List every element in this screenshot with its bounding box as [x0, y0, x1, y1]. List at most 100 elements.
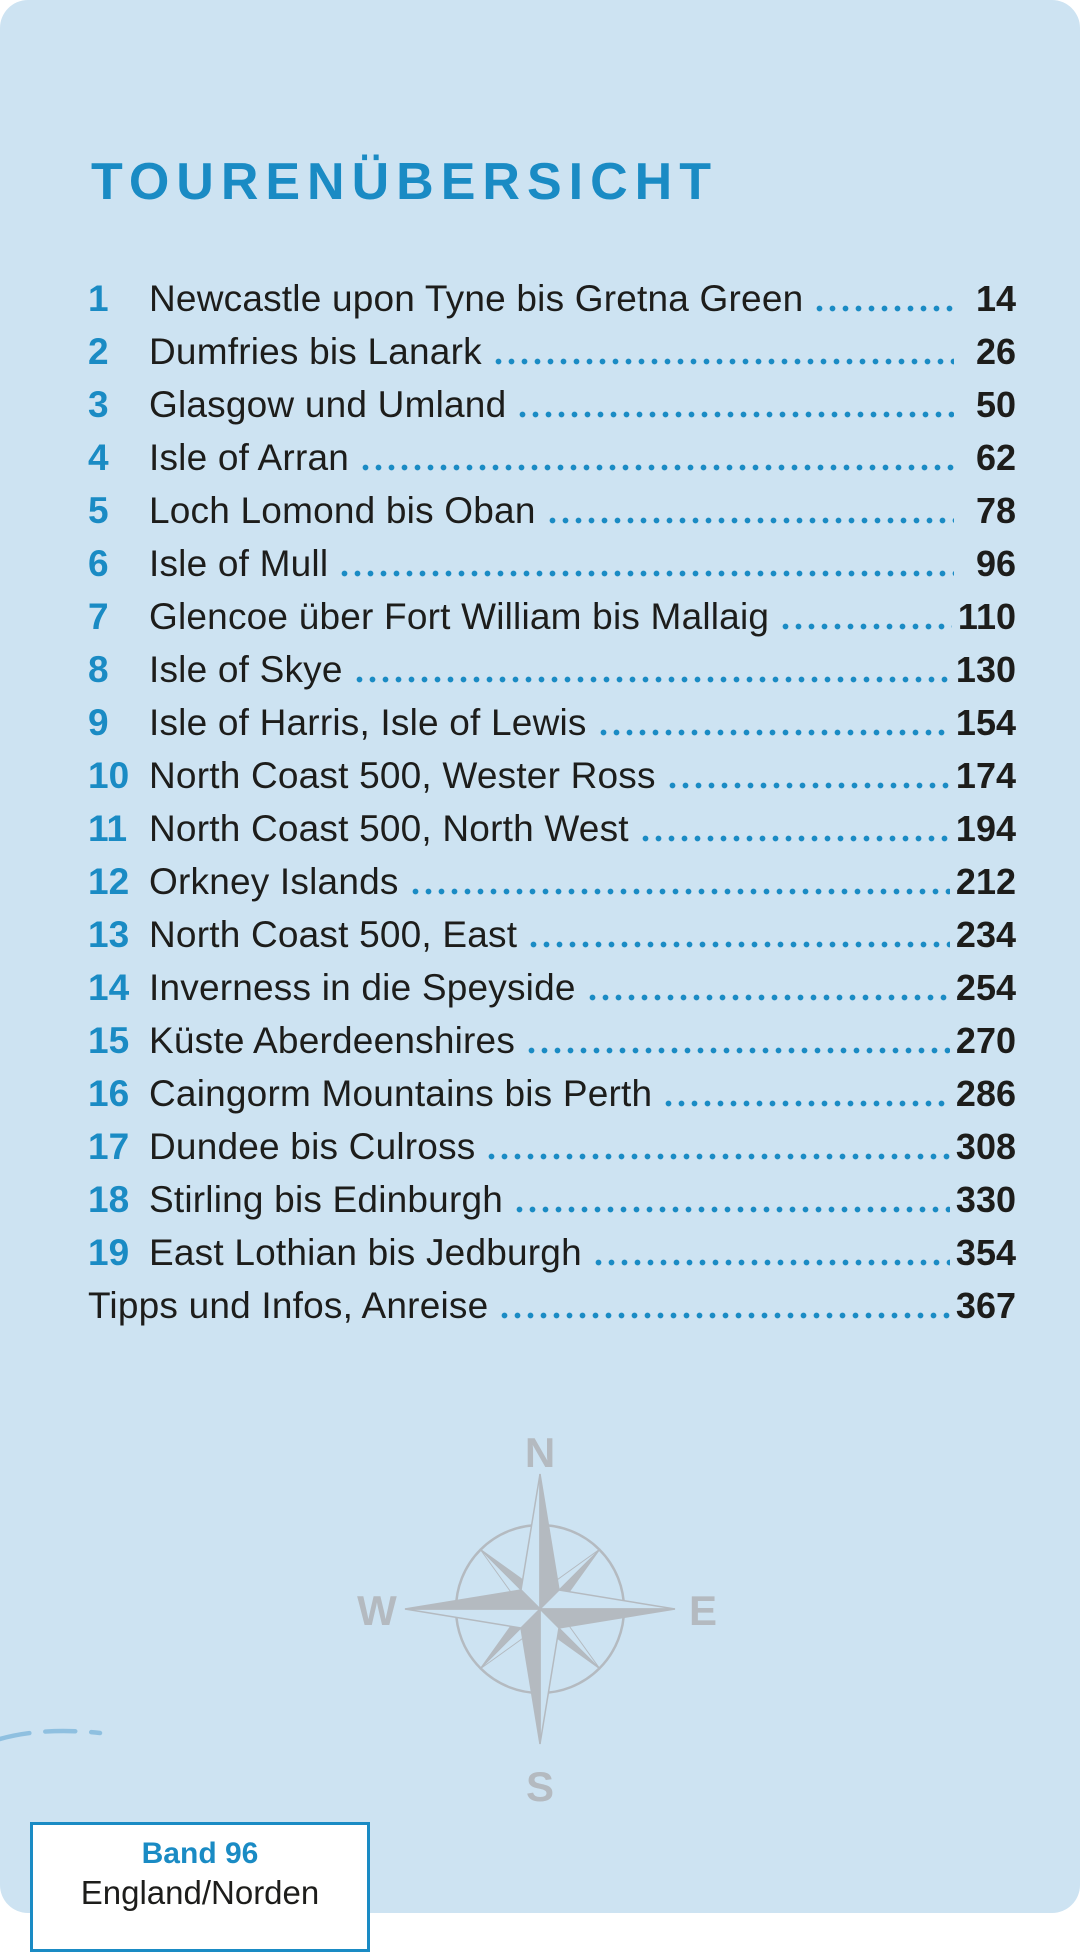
tour-title: Glasgow und Umland	[149, 378, 506, 431]
toc-list: 1 Newcastle upon Tyne bis Gretna Green 1…	[88, 272, 1016, 1332]
tour-number: 17	[88, 1120, 149, 1173]
dot-leader	[492, 325, 954, 378]
tour-number: 1	[88, 272, 149, 325]
dot-leader	[338, 537, 954, 590]
page-number: 330	[956, 1173, 1016, 1226]
dot-leader	[525, 1014, 950, 1067]
tour-number: 2	[88, 325, 149, 378]
page-number: 234	[956, 908, 1016, 961]
tour-number: 12	[88, 855, 149, 908]
tour-title: Isle of Mull	[149, 537, 328, 590]
toc-row: 13 North Coast 500, East 234	[88, 908, 1016, 961]
toc-row: Tipps und Infos, Anreise 367	[88, 1279, 1016, 1332]
page-number: 286	[956, 1067, 1016, 1120]
dot-leader	[546, 484, 954, 537]
page-number: 212	[956, 855, 1016, 908]
tour-title: Stirling bis Edinburgh	[149, 1173, 503, 1226]
toc-row: 6 Isle of Mull 96	[88, 537, 1016, 590]
volume-badge: Band 96 England/Norden	[30, 1822, 370, 1952]
tour-title: North Coast 500, East	[149, 908, 517, 961]
page-number: 96	[960, 537, 1016, 590]
dot-leader	[639, 802, 950, 855]
page-number: 254	[956, 961, 1016, 1014]
dot-leader	[409, 855, 950, 908]
tour-title: Isle of Arran	[149, 431, 349, 484]
tour-title: Küste Aberdeenshires	[149, 1014, 515, 1067]
toc-row: 11 North Coast 500, North West 194	[88, 802, 1016, 855]
tour-title: Orkney Islands	[149, 855, 399, 908]
dot-leader	[586, 961, 950, 1014]
tour-title: Glencoe über Fort William bis Mallaig	[149, 590, 769, 643]
dot-leader	[359, 431, 954, 484]
toc-row: 5 Loch Lomond bis Oban 78	[88, 484, 1016, 537]
compass-label-south: S	[526, 1763, 554, 1810]
page-number: 308	[956, 1120, 1016, 1173]
tour-number: 3	[88, 378, 149, 431]
dot-leader	[353, 643, 950, 696]
page-number: 270	[956, 1014, 1016, 1067]
dot-leader	[779, 590, 952, 643]
dot-leader	[527, 908, 950, 961]
tour-number: 8	[88, 643, 149, 696]
compass-rose-icon: N E S W	[310, 1379, 770, 1839]
page-number: 130	[956, 643, 1016, 696]
compass-label-west: W	[357, 1587, 397, 1634]
tour-number: 19	[88, 1226, 149, 1279]
toc-row: 1 Newcastle upon Tyne bis Gretna Green 1…	[88, 272, 1016, 325]
dot-leader	[498, 1279, 950, 1332]
tour-title: Isle of Skye	[149, 643, 343, 696]
tour-number: 13	[88, 908, 149, 961]
page-number: 367	[956, 1279, 1016, 1332]
toc-row: 7 Glencoe über Fort William bis Mallaig …	[88, 590, 1016, 643]
page-number: 154	[956, 696, 1016, 749]
tour-title: Dumfries bis Lanark	[149, 325, 482, 378]
tour-title: East Lothian bis Jedburgh	[149, 1226, 582, 1279]
dot-leader	[592, 1226, 950, 1279]
tour-title: Isle of Harris, Isle of Lewis	[149, 696, 587, 749]
dot-leader	[516, 378, 954, 431]
toc-row: 19 East Lothian bis Jedburgh 354	[88, 1226, 1016, 1279]
tour-number: 18	[88, 1173, 149, 1226]
toc-row: 2 Dumfries bis Lanark 26	[88, 325, 1016, 378]
tour-title: Loch Lomond bis Oban	[149, 484, 536, 537]
page-number: 14	[960, 272, 1016, 325]
page-number: 26	[960, 325, 1016, 378]
tour-number: 5	[88, 484, 149, 537]
dot-leader	[597, 696, 950, 749]
dot-leader	[666, 749, 950, 802]
page-title: TOURENÜBERSICHT	[91, 152, 718, 212]
tour-title: North Coast 500, Wester Ross	[149, 749, 656, 802]
dot-leader	[485, 1120, 949, 1173]
compass-label-north: N	[525, 1429, 555, 1476]
badge-series-label: Band 96	[33, 1835, 367, 1873]
tour-number: 14	[88, 961, 149, 1014]
dot-leader	[662, 1067, 950, 1120]
toc-row: 15 Küste Aberdeenshires 270	[88, 1014, 1016, 1067]
dot-leader	[513, 1173, 950, 1226]
tour-number: 10	[88, 749, 149, 802]
page-number: 174	[956, 749, 1016, 802]
toc-row: 16 Caingorm Mountains bis Perth 286	[88, 1067, 1016, 1120]
compass-label-east: E	[689, 1587, 717, 1634]
page-number: 110	[958, 590, 1016, 643]
tour-number: 16	[88, 1067, 149, 1120]
tour-title: Dundee bis Culross	[149, 1120, 475, 1173]
map-dash-decoration-icon	[0, 1715, 120, 1765]
toc-row: 3 Glasgow und Umland 50	[88, 378, 1016, 431]
dot-leader	[813, 272, 954, 325]
toc-row: 10 North Coast 500, Wester Ross 174	[88, 749, 1016, 802]
toc-row: 4 Isle of Arran 62	[88, 431, 1016, 484]
toc-row: 14 Inverness in die Speyside 254	[88, 961, 1016, 1014]
tour-number: 15	[88, 1014, 149, 1067]
page-number: 62	[960, 431, 1016, 484]
badge-region-label: England/Norden	[33, 1873, 367, 1913]
page-number: 50	[960, 378, 1016, 431]
tour-title: Inverness in die Speyside	[149, 961, 576, 1014]
tour-title: Tipps und Infos, Anreise	[88, 1279, 488, 1332]
toc-row: 8 Isle of Skye 130	[88, 643, 1016, 696]
toc-row: 9 Isle of Harris, Isle of Lewis 154	[88, 696, 1016, 749]
tour-number: 6	[88, 537, 149, 590]
toc-row: 18 Stirling bis Edinburgh 330	[88, 1173, 1016, 1226]
compass-cardinal-points	[405, 1474, 675, 1744]
